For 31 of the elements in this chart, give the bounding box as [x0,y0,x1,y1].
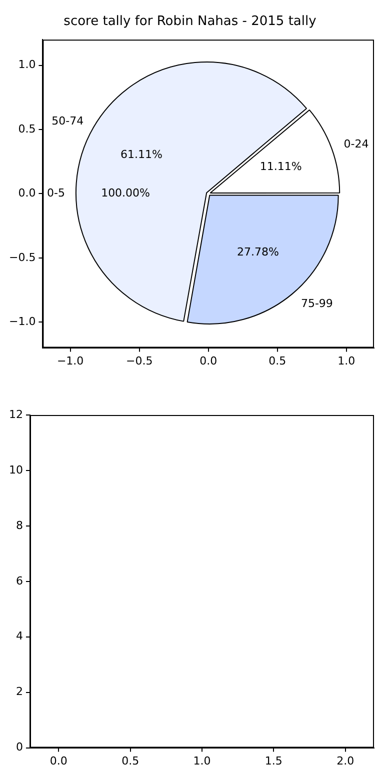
annotation: 0-5 [46,186,65,200]
y-tick-label: 6 [16,574,23,588]
x-tick-label: 0.5 [268,354,286,368]
x-tick-label: 0.5 [122,754,140,768]
x-tick-label: 1.5 [264,754,282,768]
y-tick-label: 4 [16,630,23,643]
x-tick-label: −0.5 [126,354,153,368]
y-tick-label: 2 [16,685,23,698]
y-tick-label: 8 [16,518,23,532]
x-tick-label: 1.0 [193,754,211,768]
chart-title: score tally for Robin Nahas - 2015 tally [64,14,317,30]
x-tick-label: 1.0 [338,354,356,368]
data-label: 61.11% [120,148,162,161]
x-tick-label: 0.0 [50,754,68,768]
y-tick-label: 12 [8,408,23,421]
y-tick-label: 10 [8,463,23,476]
y-tick-label: 0 [16,740,23,754]
slice-label: 50-74 [52,114,84,128]
annotation: 100.00% [101,186,150,200]
x-tick-label: 0.0 [200,354,218,368]
x-tick-label: −1.0 [56,354,84,368]
x-tick-label: 2.0 [336,754,354,768]
y-tick-label: 0.5 [18,122,36,136]
slice-label: 0-24 [344,137,369,150]
y-tick-label: 0.0 [18,186,36,200]
y-tick-label: −1.0 [8,314,36,328]
data-label: 11.11% [260,160,302,174]
y-tick-label: −0.5 [8,250,36,264]
slice-label: 75-99 [300,296,333,310]
y-tick-label: 1.0 [18,58,36,72]
data-label: 27.78% [236,246,279,259]
